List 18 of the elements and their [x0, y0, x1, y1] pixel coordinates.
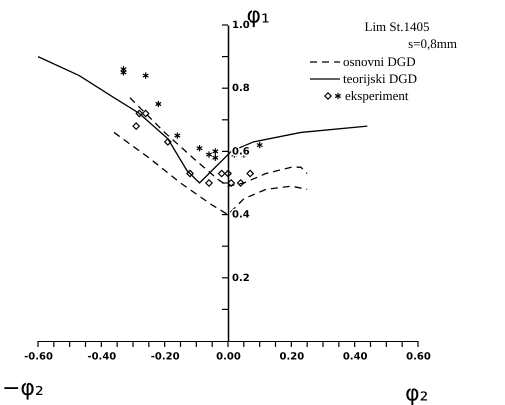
y-tick-label: 0.2	[232, 272, 250, 284]
y-tick-label: 0.8	[232, 83, 250, 94]
x-axis-title: φ₂	[405, 382, 428, 405]
x-tick-label: -0.40	[87, 352, 116, 362]
legend-label: eksperiment	[345, 88, 409, 103]
chart-title: Lim St.1405	[364, 19, 430, 34]
y-tick-label: 0.4	[232, 210, 250, 221]
legend-label: osnovni DGD	[343, 54, 416, 69]
x-tick-label: 0.20	[279, 352, 304, 362]
legend-label: teorijski DGD	[343, 71, 418, 86]
x-tick-label: -0.20	[150, 352, 180, 362]
text: −φ₂	[2, 376, 44, 401]
y-tick-label: 1.0	[232, 20, 250, 31]
x-tick-label: 0.00	[216, 352, 241, 362]
x-tick-label: 0.40	[342, 352, 368, 362]
text: s=0,8mm	[408, 36, 457, 51]
x-tick-label: -0.60	[24, 352, 53, 362]
x-tick-label: 0.60	[406, 352, 431, 362]
